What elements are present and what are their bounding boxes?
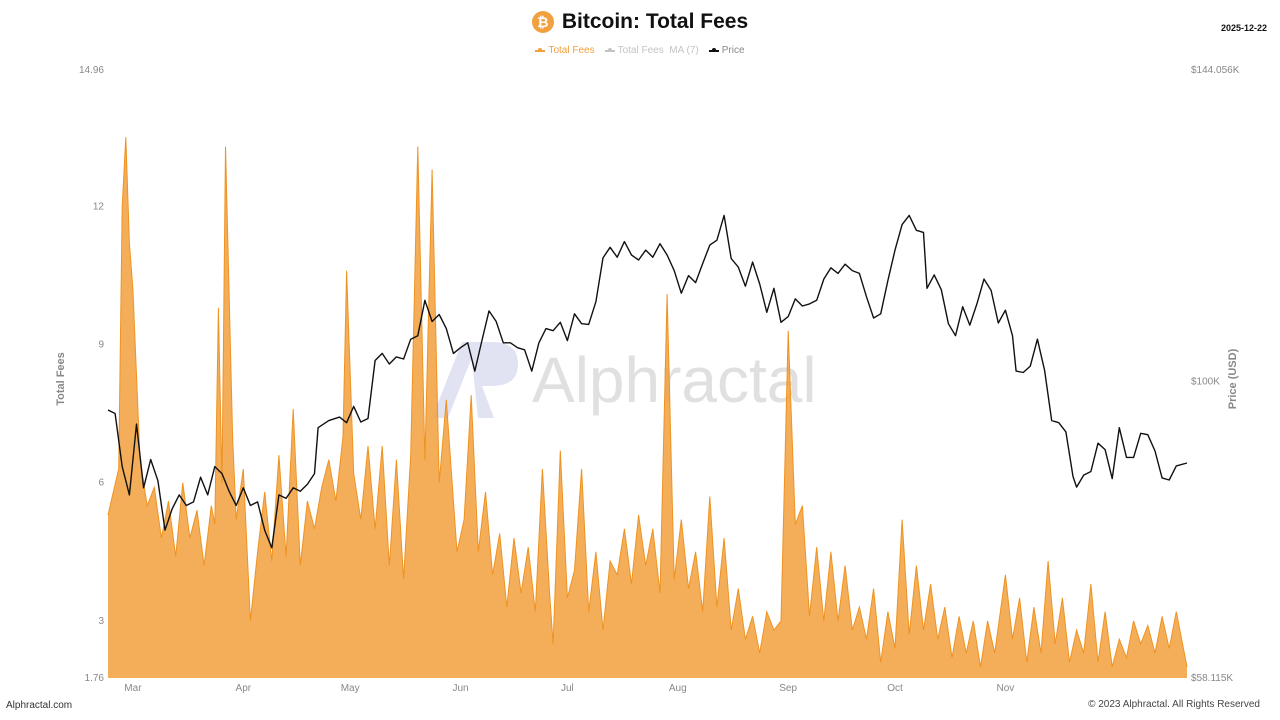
x-axis-month-label: Apr <box>236 683 252 694</box>
right-axis-tick-label: $100K <box>1191 377 1220 388</box>
total-fees-area <box>108 137 1187 678</box>
x-axis-month-label: Oct <box>887 683 903 694</box>
x-axis-month-label: Jul <box>561 683 574 694</box>
left-axis-title: Total Fees <box>55 352 67 406</box>
x-axis-month-label: May <box>341 683 360 694</box>
right-axis-tick-label: $144.056K <box>1191 65 1240 76</box>
x-axis-month-label: Nov <box>996 683 1014 694</box>
left-axis-tick-label: 14.96 <box>79 65 104 76</box>
chart-date: 2025-12-22 <box>1220 23 1267 33</box>
legend-label-total-fees: Total Fees <box>548 45 595 56</box>
left-axis-tick-label: 3 <box>98 616 104 627</box>
left-axis-tick-label: 1.76 <box>85 673 105 684</box>
footer-copyright: © 2023 Alphractal. All Rights Reserved <box>1088 699 1260 710</box>
chart-title: Bitcoin: Total Fees <box>561 10 749 33</box>
total-fees-line <box>107 137 1188 668</box>
legend-item-price[interactable]: Price <box>708 45 745 56</box>
legend-item-ma[interactable]: Total Fees MA (7) <box>604 45 699 56</box>
price-line <box>107 214 1188 549</box>
legend: Total Fees Total Fees MA (7) Price <box>0 45 1280 56</box>
left-axis-tick-label: 12 <box>93 201 105 212</box>
right-axis-title: Price (USD) <box>1227 348 1239 409</box>
legend-label-ma: Total Fees MA (7) <box>617 45 699 56</box>
legend-swatch-total-fees <box>535 47 546 52</box>
x-axis-month-label: Jun <box>452 683 468 694</box>
legend-label-price: Price <box>721 45 745 56</box>
bitcoin-icon: ₿ <box>531 11 554 33</box>
legend-swatch-price <box>708 47 719 52</box>
footer-brand[interactable]: Alphractal.com <box>6 700 73 711</box>
chart-header: ₿ Bitcoin: Total Fees <box>0 10 1280 34</box>
x-axis-month-label: Sep <box>779 683 797 694</box>
x-axis-month-label: Mar <box>124 683 142 694</box>
left-axis-tick-label: 9 <box>98 340 104 351</box>
left-axis-tick-label: 6 <box>98 478 104 489</box>
x-axis-month-label: Aug <box>669 683 687 694</box>
right-axis-tick-label: $58.115K <box>1191 673 1233 684</box>
legend-swatch-ma <box>604 47 615 52</box>
legend-item-total-fees[interactable]: Total Fees <box>535 45 595 56</box>
